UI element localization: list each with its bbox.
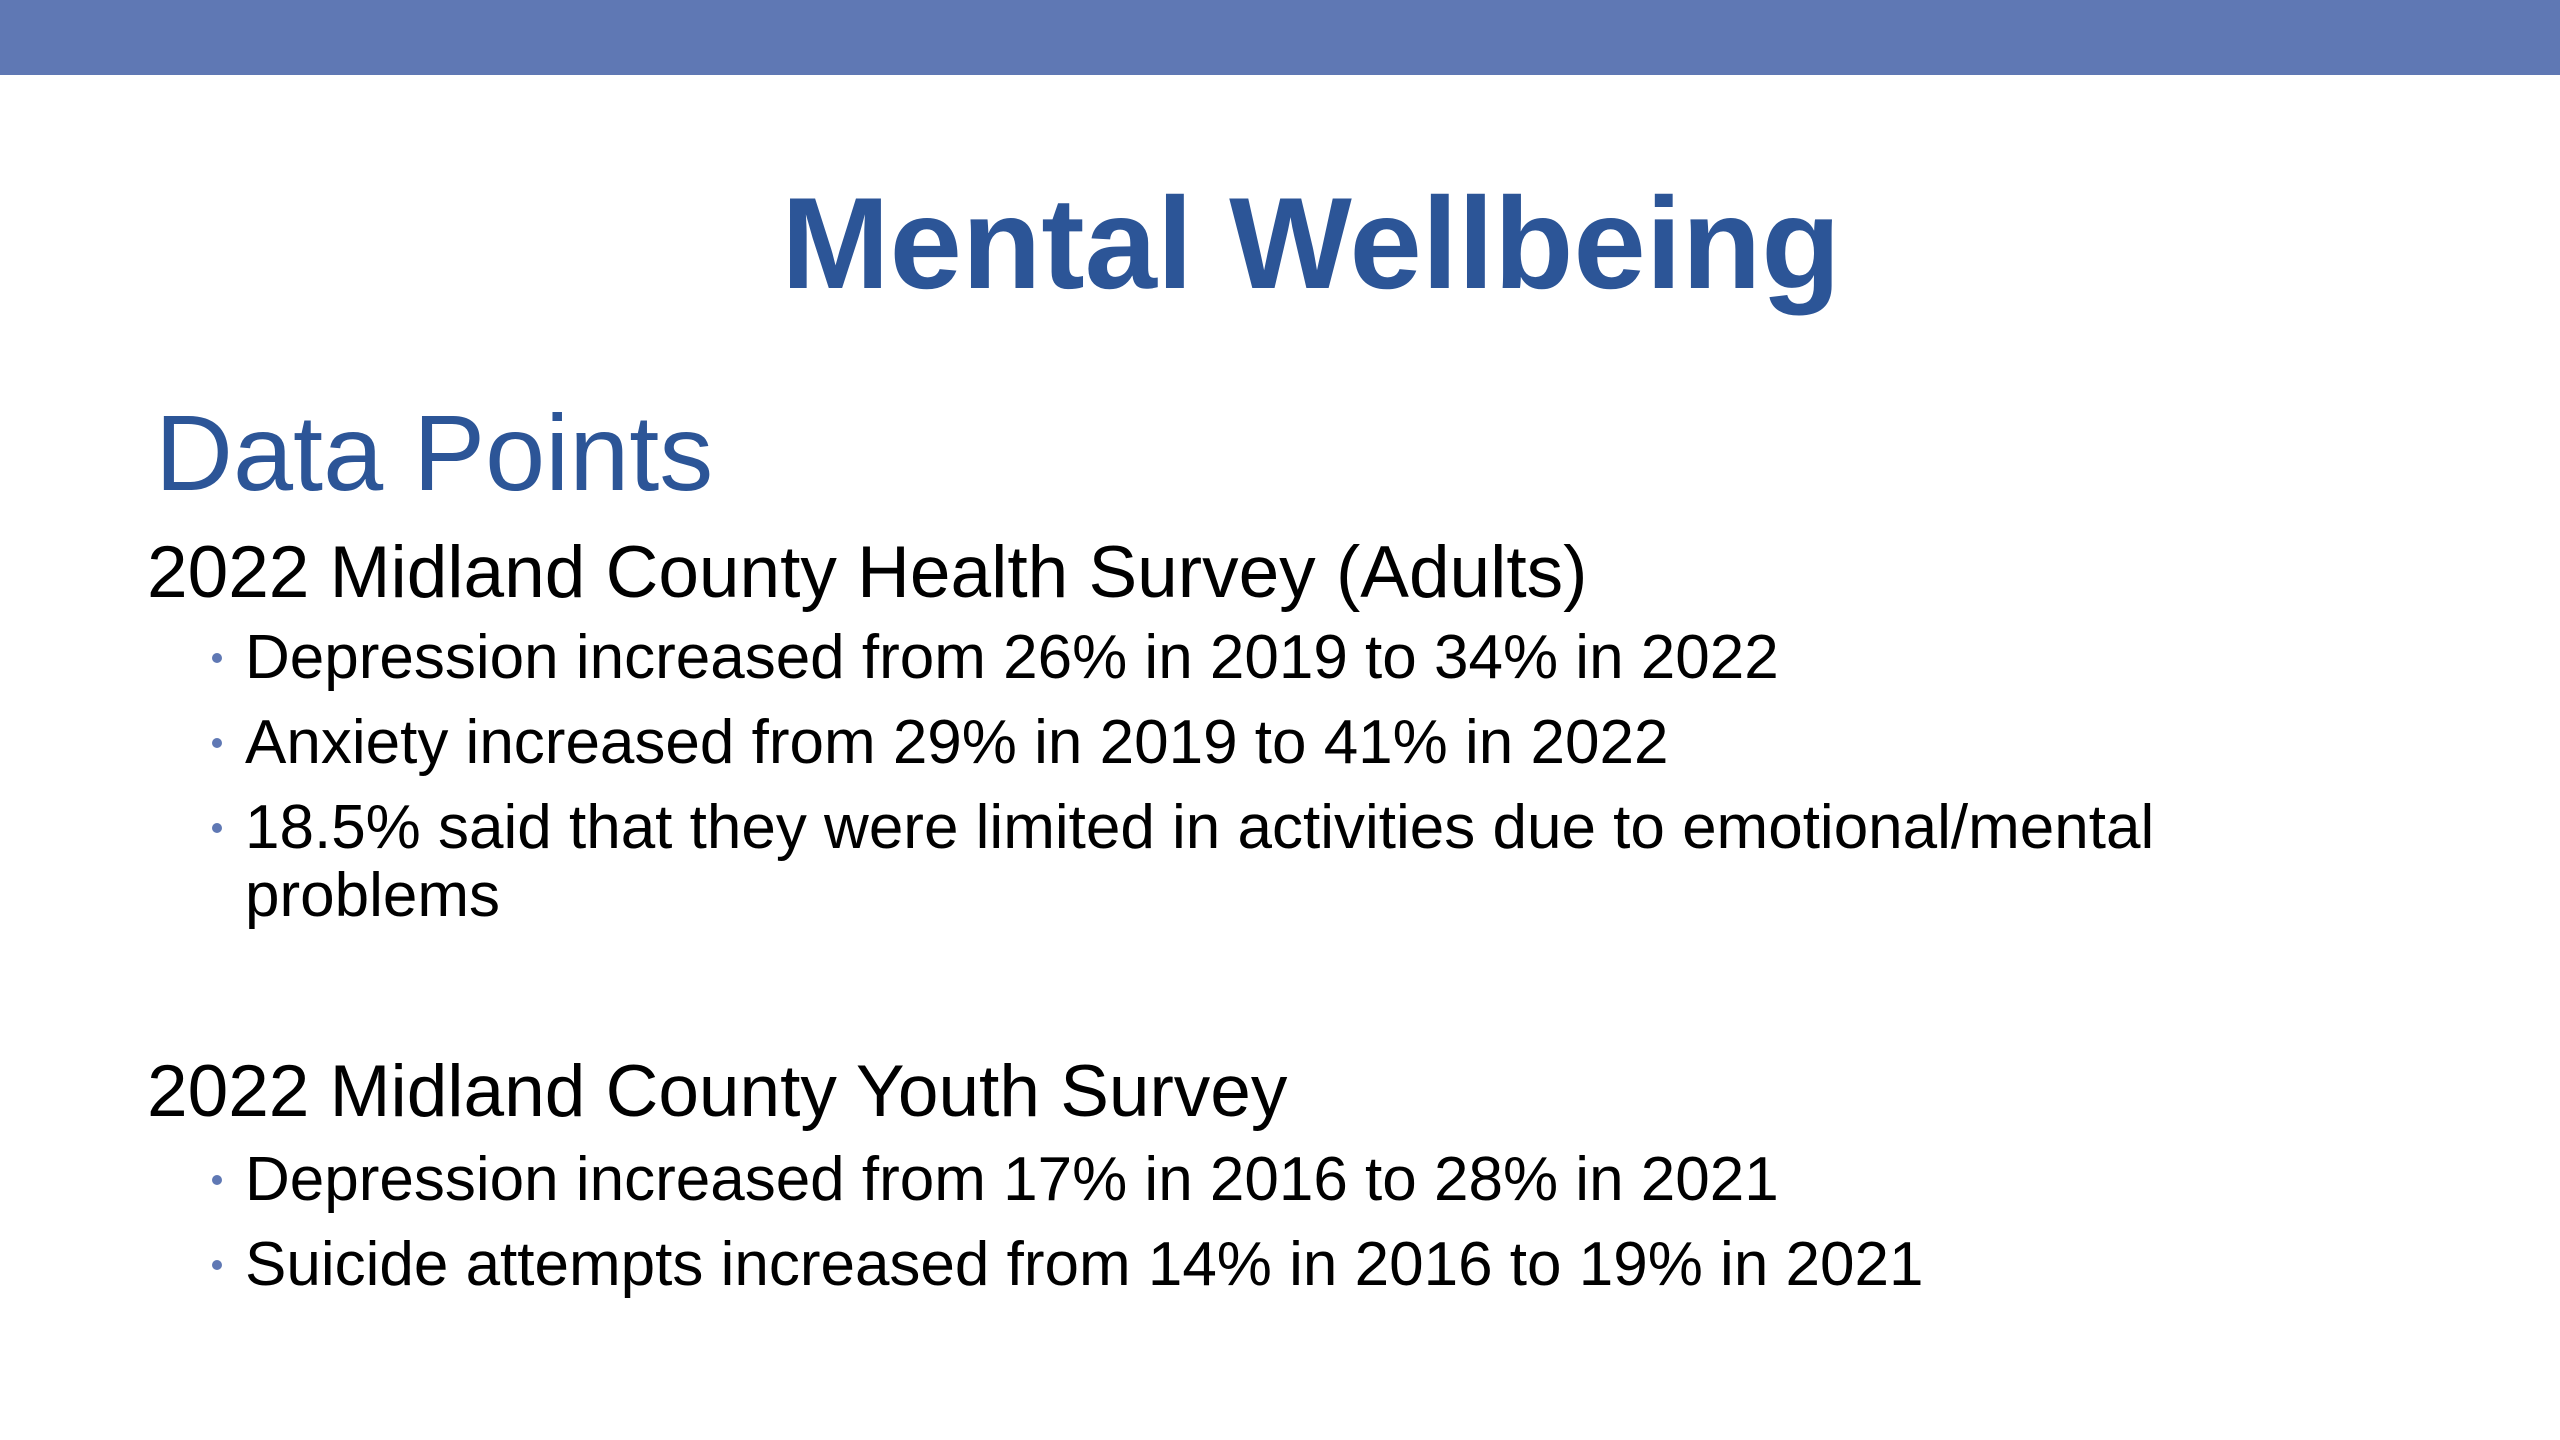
bullet-text: 18.5% said that they were limited in act…	[245, 793, 2155, 930]
bullet-text: Suicide attempts increased from 14% in 2…	[245, 1230, 1924, 1299]
bullet-item: Depression increased from 17% in 2016 to…	[212, 1146, 2262, 1214]
bullet-text: Depression increased from 26% in 2019 to…	[245, 623, 1779, 692]
bullet-dot-icon	[212, 653, 222, 663]
bullet-dot-icon	[212, 823, 222, 833]
section-title: Data Points	[155, 392, 714, 513]
top-accent-bar	[0, 0, 2560, 75]
bullet-text: Anxiety increased from 29% in 2019 to 41…	[245, 708, 1669, 777]
group-heading-youth: 2022 Midland County Youth Survey	[147, 1051, 1288, 1132]
bullet-item: 18.5% said that they were limited in act…	[212, 794, 2262, 930]
bullet-text: Depression increased from 17% in 2016 to…	[245, 1145, 1779, 1214]
bullet-dot-icon	[212, 1260, 222, 1270]
bullet-dot-icon	[212, 738, 222, 748]
bullet-item: Suicide attempts increased from 14% in 2…	[212, 1231, 2262, 1299]
group-heading-adults: 2022 Midland County Health Survey (Adult…	[147, 532, 1588, 613]
slide-title: Mental Wellbeing	[781, 170, 1841, 316]
bullet-item: Depression increased from 26% in 2019 to…	[212, 624, 2262, 692]
bullet-dot-icon	[212, 1175, 222, 1185]
bullet-item: Anxiety increased from 29% in 2019 to 41…	[212, 709, 2262, 777]
